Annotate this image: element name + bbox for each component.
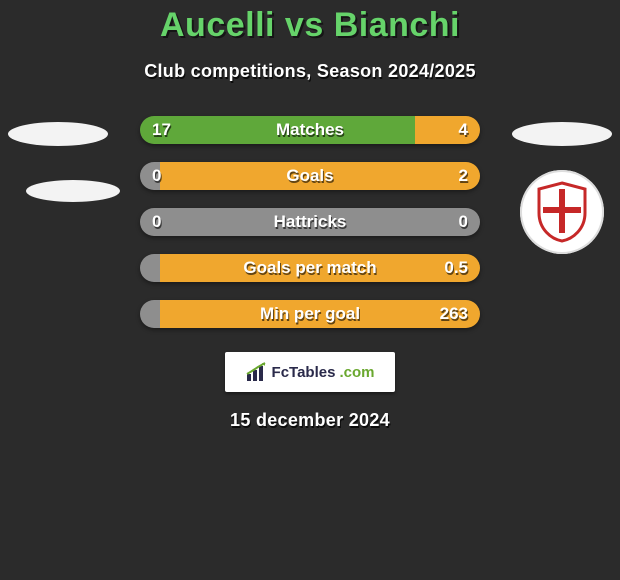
page-title: Aucelli vs Bianchi xyxy=(0,6,620,45)
stat-bar-row: 17 Matches 4 xyxy=(140,116,480,144)
bar-value-left: 0 xyxy=(152,212,161,232)
bar-value-right: 0.5 xyxy=(444,258,468,278)
player-left-logo xyxy=(8,118,108,238)
club-shield-icon xyxy=(520,170,604,254)
subtitle: Club competitions, Season 2024/2025 xyxy=(0,61,620,82)
player-right-logo xyxy=(512,118,612,238)
bar-value-left: 0 xyxy=(152,166,161,186)
bar-label: Matches xyxy=(276,120,344,140)
bar-value-right: 2 xyxy=(459,166,468,186)
ellipse-icon xyxy=(512,122,612,146)
bar-value-right: 0 xyxy=(459,212,468,232)
brand-badge: FcTables.com xyxy=(225,352,395,392)
bars-icon xyxy=(246,362,268,382)
stat-bar-row: 0 Goals 2 xyxy=(140,162,480,190)
bar-value-right: 263 xyxy=(440,304,468,324)
ellipse-icon xyxy=(26,180,120,202)
ellipse-icon xyxy=(8,122,108,146)
stat-bar-row: Goals per match 0.5 xyxy=(140,254,480,282)
bar-label: Goals per match xyxy=(243,258,376,278)
date-footer: 15 december 2024 xyxy=(0,410,620,431)
stat-bar-row: 0 Hattricks 0 xyxy=(140,208,480,236)
bar-label: Goals xyxy=(286,166,333,186)
bar-label: Min per goal xyxy=(260,304,360,324)
stat-bars: 17 Matches 4 0 Goals 2 0 Hattricks 0 Goals per ma… xyxy=(140,116,480,328)
bar-label: Hattricks xyxy=(274,212,347,232)
bar-value-left: 17 xyxy=(152,120,171,140)
bar-segment-left xyxy=(140,254,160,282)
brand-text: FcTables xyxy=(272,364,336,381)
bar-segment-left xyxy=(140,300,160,328)
bar-value-right: 4 xyxy=(459,120,468,140)
stat-bar-row: Min per goal 263 xyxy=(140,300,480,328)
brand-text-suffix: .com xyxy=(339,364,374,381)
bar-segment-right xyxy=(415,116,480,144)
